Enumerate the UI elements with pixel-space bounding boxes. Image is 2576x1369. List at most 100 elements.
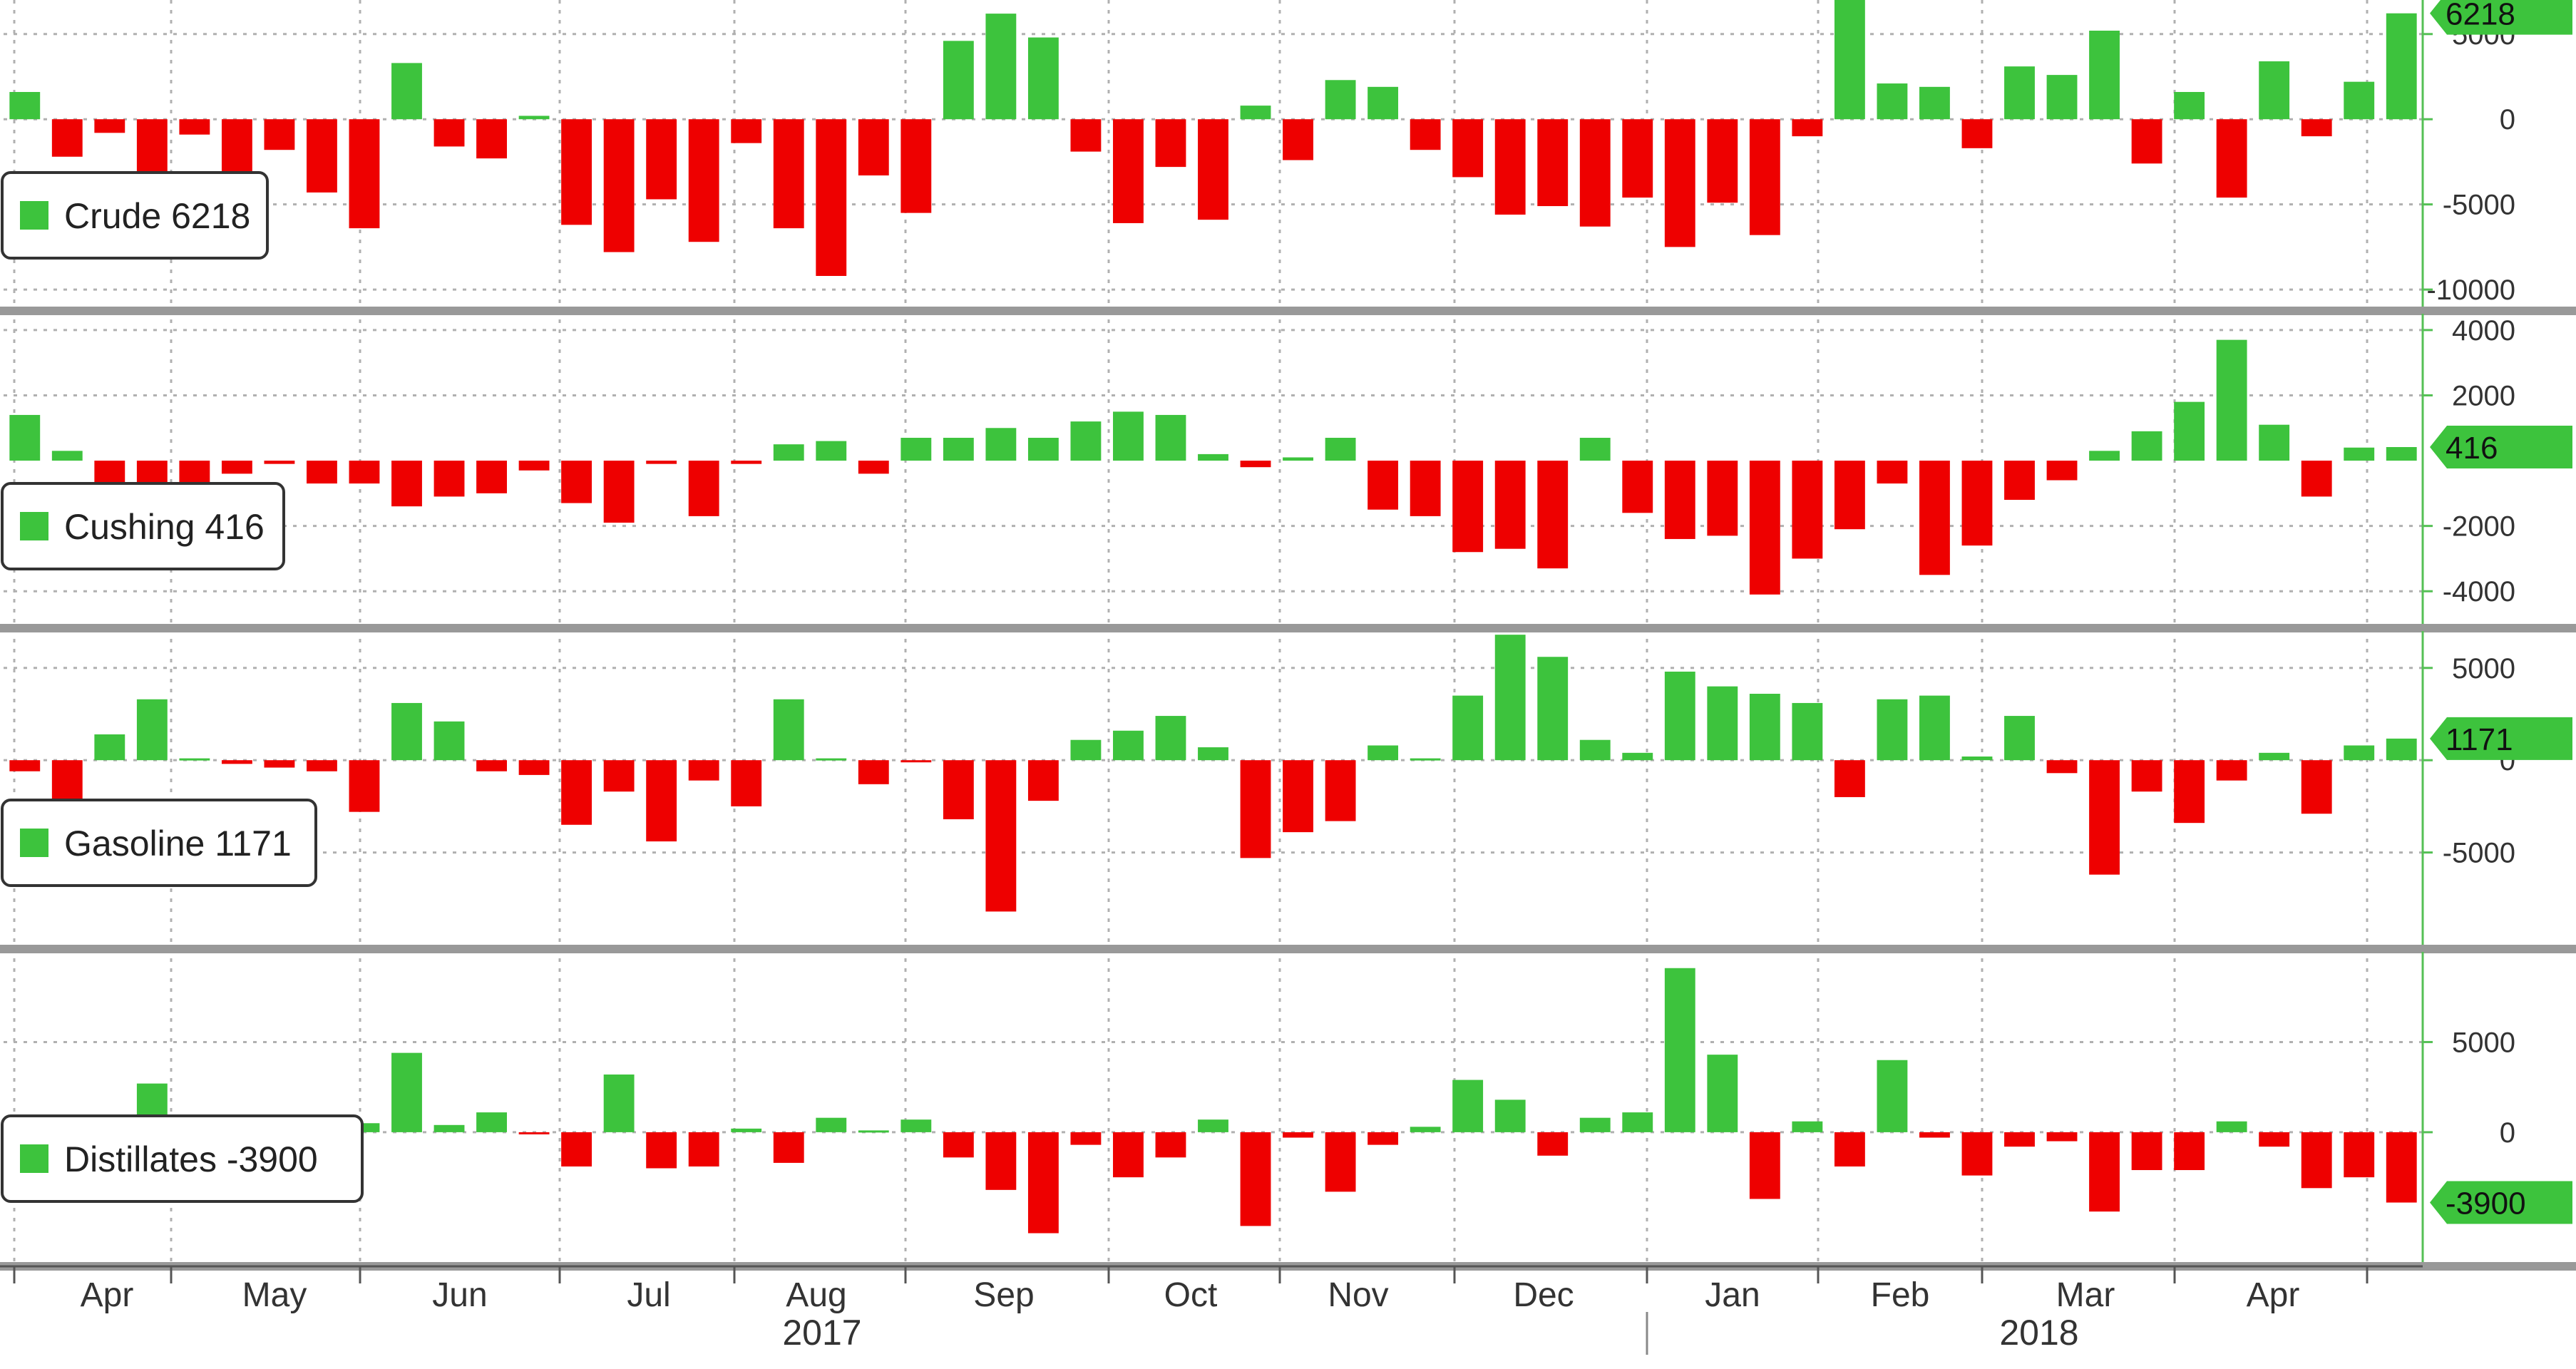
distillates-bar xyxy=(2131,1132,2162,1171)
gasoline-bar xyxy=(518,760,550,775)
distillates-bar xyxy=(476,1112,507,1132)
cushing-bar xyxy=(646,461,677,464)
gasoline-bar xyxy=(2004,716,2035,761)
crude-last-value-tag xyxy=(2430,0,2572,35)
gasoline-legend-swatch xyxy=(20,829,48,857)
distillates-bar xyxy=(1749,1132,1780,1199)
gasoline-bar xyxy=(688,760,719,781)
y-tick-label: -10000 xyxy=(2426,275,2515,306)
crude-bar xyxy=(1834,0,1865,120)
crude-bar xyxy=(1494,119,1526,215)
gasoline-bar xyxy=(1452,695,1484,761)
cushing-bar xyxy=(2259,424,2290,461)
gasoline-last-value-label: 1171 xyxy=(2446,722,2513,757)
x-year-label: 2018 xyxy=(1999,1313,2078,1353)
crude-bar xyxy=(349,119,380,229)
distillates-bar xyxy=(1664,968,1695,1132)
cushing-legend-swatch xyxy=(20,512,48,540)
x-month-label: Apr xyxy=(81,1276,134,1314)
bars-layer xyxy=(9,0,2417,1234)
distillates-bar xyxy=(2004,1132,2035,1147)
crude-bar xyxy=(2259,61,2290,120)
distillates-bar xyxy=(2046,1132,2078,1142)
cushing-bar xyxy=(179,461,210,484)
distillates-bar xyxy=(2301,1132,2332,1189)
x-month-label: Jan xyxy=(1705,1276,1760,1314)
gasoline-bar xyxy=(1961,757,1993,761)
crude-bar xyxy=(1113,119,1144,223)
distillates-bar xyxy=(391,1052,422,1132)
cushing-bar xyxy=(985,428,1017,461)
distillates-bar xyxy=(816,1117,847,1132)
crude-bar xyxy=(943,41,974,120)
cushing-bar xyxy=(94,461,125,484)
y-tick-label: 0 xyxy=(2500,1117,2515,1149)
gasoline-bar xyxy=(221,760,252,764)
gasoline-last-value-tag xyxy=(2430,717,2572,760)
distillates-bar xyxy=(985,1132,1017,1190)
gasoline-bar xyxy=(433,721,465,761)
crude-bar xyxy=(179,119,210,135)
distillates-last-value-label: -3900 xyxy=(2446,1186,2526,1221)
gasoline-bar xyxy=(136,699,168,761)
crude-bar xyxy=(264,119,295,150)
crude-bar xyxy=(136,119,168,179)
gasoline-bar xyxy=(1494,635,1526,761)
crude-bar xyxy=(2131,119,2162,164)
gasoline-bar xyxy=(1919,695,1950,761)
distillates-bar xyxy=(1537,1132,1569,1156)
crude-bar xyxy=(900,119,932,213)
cushing-bar xyxy=(1919,461,1950,575)
x-month-label: Mar xyxy=(2056,1276,2115,1314)
gasoline-bar xyxy=(1155,716,1186,761)
distillates-bar xyxy=(2259,1132,2290,1147)
distillates-bar xyxy=(603,1074,635,1132)
cushing-bar xyxy=(773,444,804,461)
gasoline-bar xyxy=(2131,760,2162,792)
distillates-bar xyxy=(2386,1132,2417,1203)
distillates-legend-swatch xyxy=(20,1144,48,1173)
crude-bar xyxy=(1792,119,1823,137)
gasoline-bar xyxy=(1622,752,1653,761)
crude-bar xyxy=(2301,119,2332,137)
cushing-bar xyxy=(349,461,380,484)
distillates-last-value-tag xyxy=(2430,1181,2572,1224)
cushing-bar xyxy=(943,438,974,461)
gasoline-bar xyxy=(1325,760,1356,821)
gasoline-bar xyxy=(179,758,210,761)
crude-bar xyxy=(1155,119,1186,168)
crude-bar xyxy=(391,63,422,120)
cushing-bar xyxy=(2131,431,2162,461)
crude-bar xyxy=(2046,75,2078,120)
crude-bar xyxy=(1622,119,1653,198)
gasoline-bar xyxy=(1537,657,1569,761)
gasoline-bar xyxy=(349,760,380,812)
cushing-bar xyxy=(1283,457,1313,461)
cushing-bar xyxy=(1749,461,1780,595)
crude-bar xyxy=(51,119,83,157)
gasoline-bar xyxy=(1664,671,1695,761)
gasoline-bar xyxy=(9,760,41,771)
crude-bar xyxy=(2089,31,2120,120)
distillates-bar xyxy=(1155,1132,1186,1158)
cushing-bar xyxy=(1834,461,1865,530)
cushing-bar xyxy=(1537,461,1569,569)
crude-bar xyxy=(1452,119,1484,178)
distillates-bar xyxy=(1113,1132,1144,1178)
cushing-bar xyxy=(731,461,762,464)
gasoline-bar xyxy=(1283,760,1313,833)
cushing-bar xyxy=(2089,451,2120,461)
y-tick-label: -5000 xyxy=(2443,190,2515,221)
distillates-bar xyxy=(1622,1112,1653,1132)
distillates-bar xyxy=(900,1119,932,1132)
gasoline-bar xyxy=(264,760,295,768)
crude-bar xyxy=(1749,119,1780,235)
cushing-bar xyxy=(688,461,719,516)
distillates-bar xyxy=(1410,1127,1441,1132)
x-month-label: Aug xyxy=(786,1276,846,1314)
distillates-bar xyxy=(2089,1132,2120,1212)
gasoline-bar xyxy=(2216,760,2247,781)
x-month-label: Jul xyxy=(627,1276,670,1314)
